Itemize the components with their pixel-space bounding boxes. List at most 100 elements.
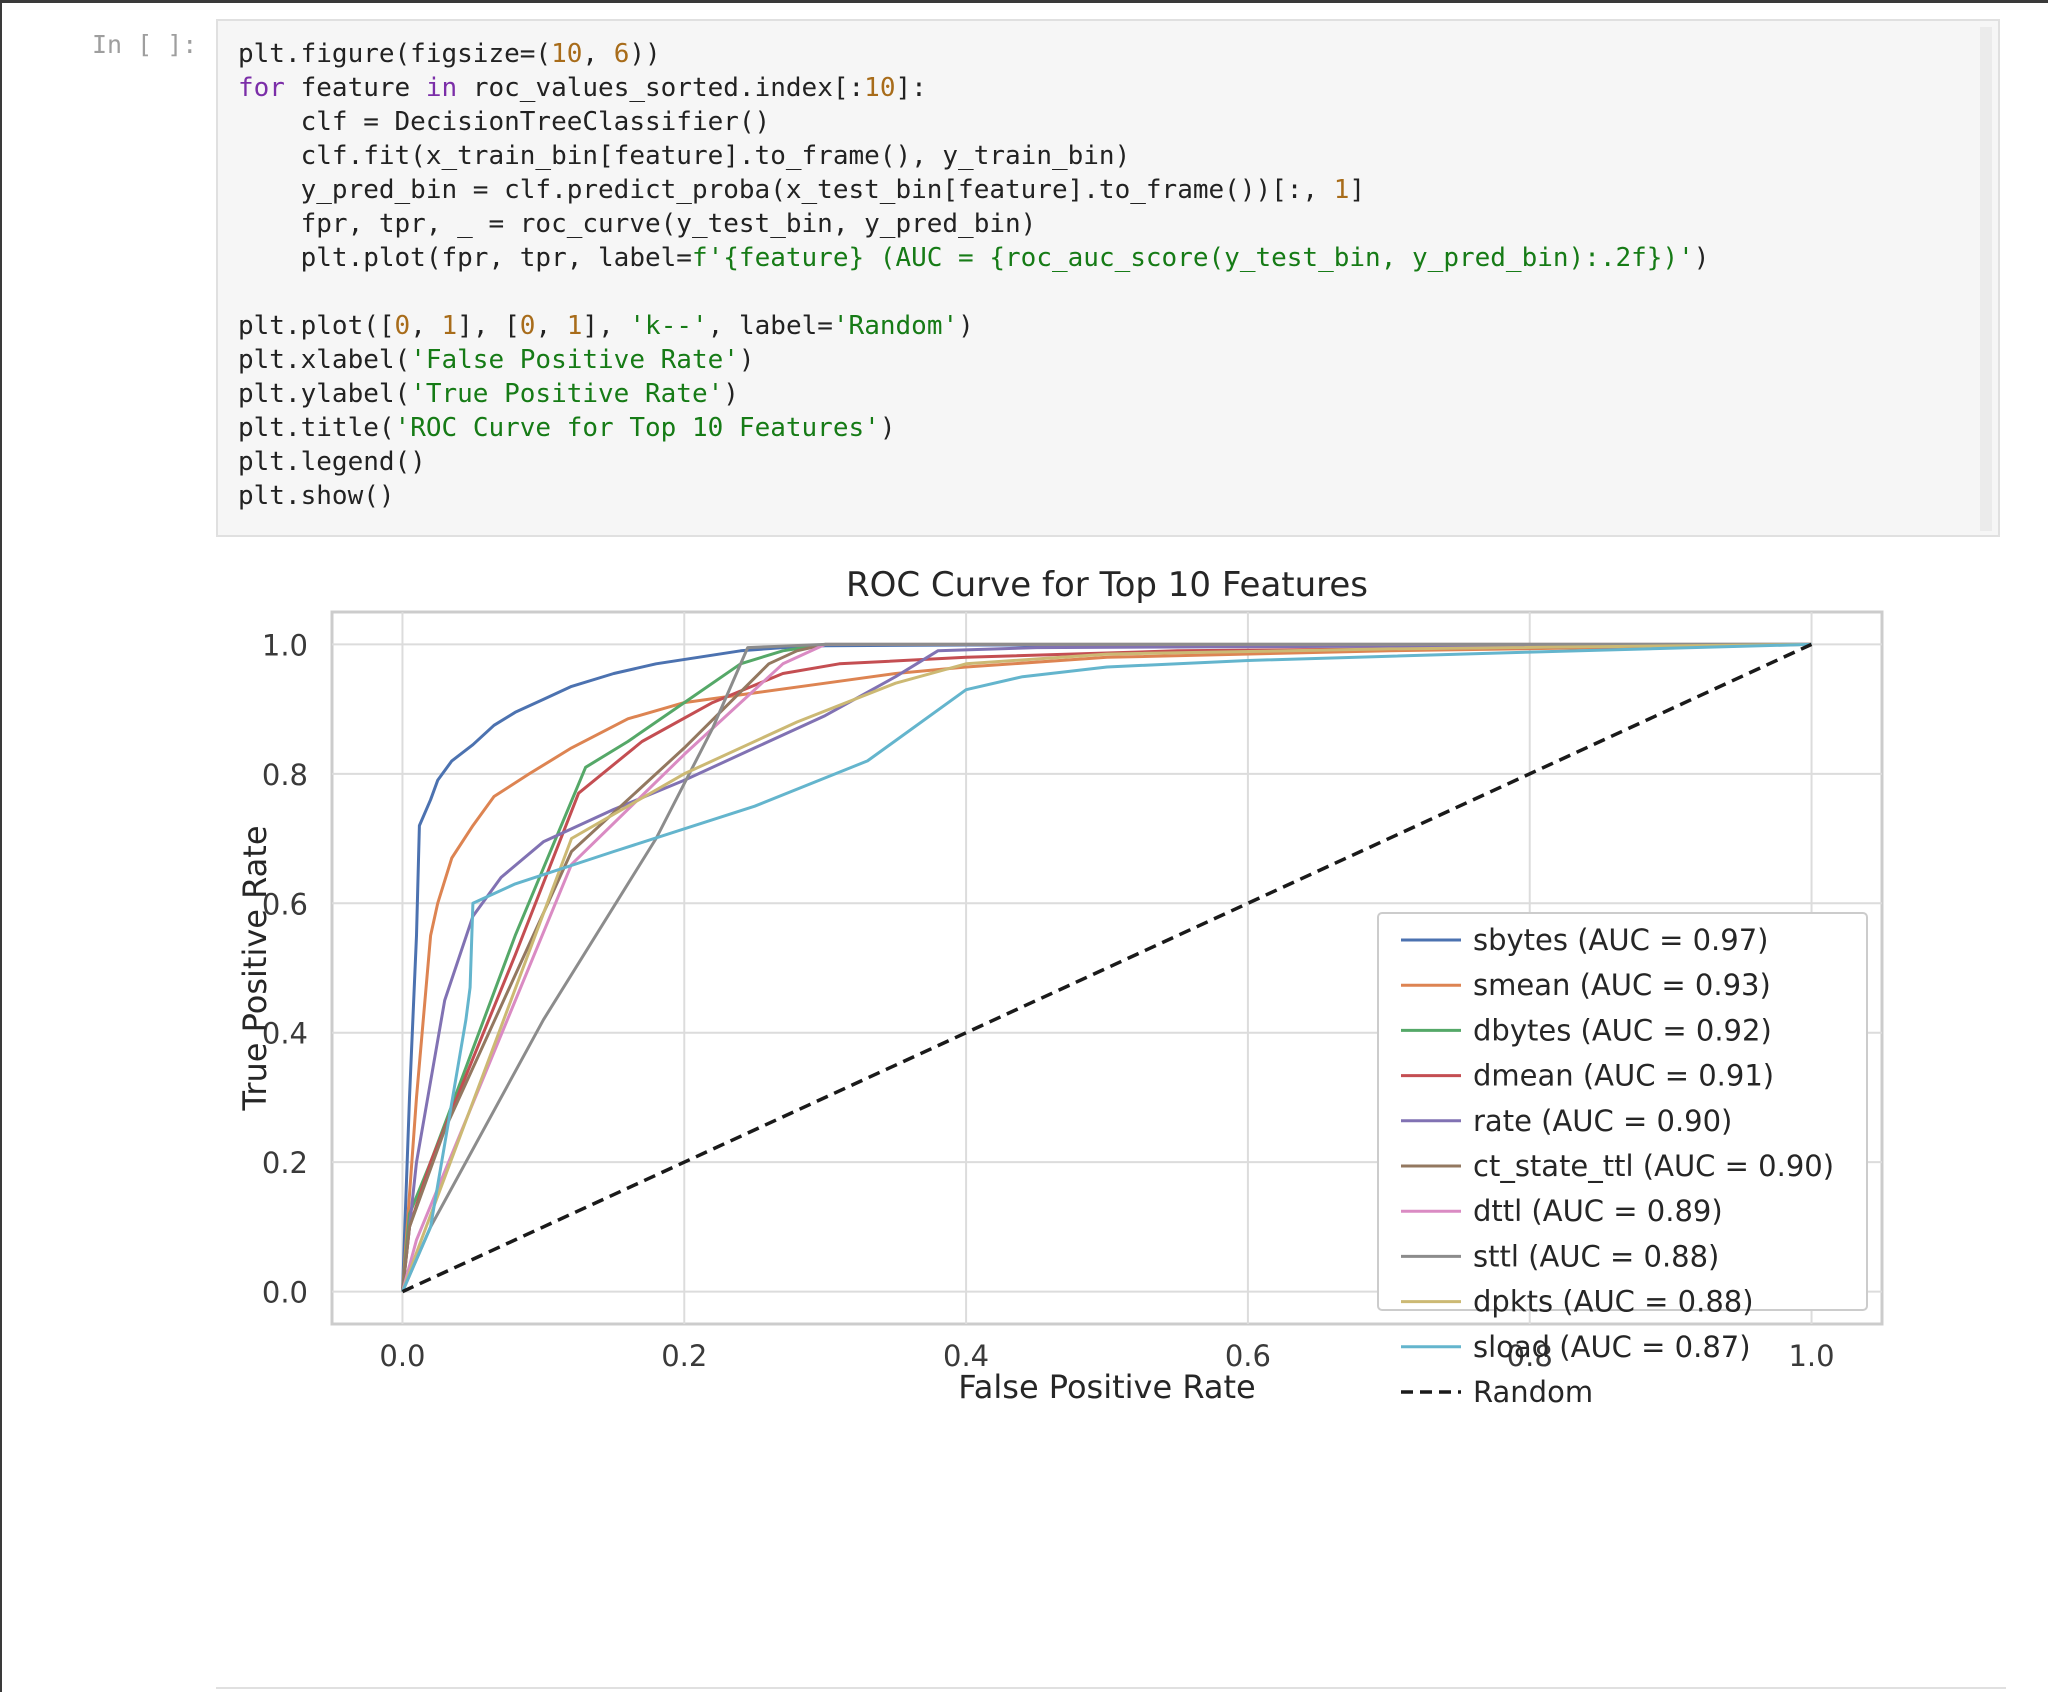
- code-line: clf = DecisionTreeClassifier(): [238, 105, 1709, 139]
- x-tick-labels: 0.0 0.2 0.4 0.6 0.8 1.0: [379, 1339, 1834, 1373]
- series-line: [401, 642, 1812, 1292]
- legend-items: sbytes (AUC = 0.97) smean (AUC = 0.93) dby…: [1401, 923, 1834, 1409]
- code-token: 1: [1333, 175, 1350, 205]
- series-line: [401, 642, 1812, 1293]
- x-tick-label: 1.0: [1788, 1339, 1834, 1373]
- code-cell-scrollbar[interactable]: [1980, 27, 1992, 531]
- y-axis-label: True Positive Rate: [236, 825, 274, 1111]
- y-tick-label: 0.4: [262, 1017, 308, 1051]
- code-token: 0: [519, 311, 536, 341]
- code-token: 'False Positive Rate': [410, 345, 739, 375]
- code-token: ): [1693, 243, 1710, 273]
- code-editor[interactable]: plt.figure(figsize=(10, 6)) for feature i…: [238, 37, 1709, 513]
- code-token: 1: [566, 311, 583, 341]
- code-line: plt.plot(fpr, tpr, label=f'{feature} (AU…: [238, 241, 1710, 275]
- code-token: ,: [582, 39, 614, 69]
- code-line: plt.title('ROC Curve for Top 10 Features…: [238, 411, 1709, 445]
- legend-label: Random: [1473, 1375, 1593, 1409]
- series-lines: [401, 642, 1813, 1294]
- window-top-border: [0, 0, 2048, 3]
- code-token: ]:: [895, 73, 927, 103]
- legend-label: sbytes (AUC = 0.97): [1473, 923, 1768, 957]
- x-tick-label: 0.0: [379, 1339, 425, 1373]
- series-line: [401, 642, 1813, 1294]
- code-token: plt.legend(): [238, 447, 426, 477]
- code-token: ): [879, 413, 896, 443]
- code-token: clf = DecisionTreeClassifier(): [238, 107, 771, 137]
- y-tick-label: 0.2: [262, 1146, 308, 1180]
- x-tick-label: 0.2: [661, 1339, 707, 1373]
- code-token: 0: [394, 311, 411, 341]
- code-token: for: [238, 73, 285, 103]
- code-token: ): [958, 311, 974, 341]
- legend-label: sload (AUC = 0.87): [1473, 1330, 1751, 1364]
- code-token: f'{feature} (AUC = {roc_auc_score(y_test…: [691, 243, 1694, 273]
- code-line: for feature in roc_values_sorted.index[:…: [238, 71, 1709, 105]
- code-token: 1: [441, 311, 458, 341]
- code-line: plt.figure(figsize=(10, 6)): [238, 37, 1709, 71]
- code-token: plt.xlabel(: [238, 345, 411, 375]
- code-cell-input[interactable]: plt.figure(figsize=(10, 6)) for feature i…: [216, 19, 2000, 537]
- code-line: plt.legend(): [238, 445, 1709, 479]
- code-line: plt.plot([0, 1], [0, 1], 'k--', label='R…: [238, 309, 1709, 343]
- cell-output: ROC Curve for Top 10 Features 0.0 0.2 0.4 0…: [216, 548, 1916, 1658]
- code-token: 'True Positive Rate': [410, 379, 724, 409]
- legend-label: rate (AUC = 0.90): [1473, 1104, 1732, 1138]
- legend-label: dbytes (AUC = 0.92): [1473, 1013, 1772, 1047]
- code-token: in: [425, 73, 458, 103]
- code-token: 10: [864, 73, 896, 103]
- legend-label: ct_state_ttl (AUC = 0.90): [1473, 1149, 1834, 1183]
- series-line: [401, 642, 1812, 1292]
- code-token: ],: [582, 311, 630, 341]
- code-token: )): [629, 39, 661, 69]
- code-token: y_pred_bin = clf.predict_proba(x_test_bi…: [238, 175, 1334, 205]
- chart-title: ROC Curve for Top 10 Features: [846, 565, 1368, 605]
- legend-label: dttl (AUC = 0.89): [1473, 1194, 1723, 1228]
- code-token: , label=: [707, 311, 833, 341]
- legend: sbytes (AUC = 0.97) smean (AUC = 0.93) dby…: [1377, 912, 1868, 1409]
- legend-frame: [1377, 912, 1868, 1311]
- series-line: [401, 642, 1812, 1292]
- code-token: plt.ylabel(: [238, 379, 411, 409]
- code-token: roc_values_sorted.index[:: [457, 73, 865, 103]
- code-token: 'ROC Curve for Top 10 Features': [394, 413, 880, 443]
- code-line: [238, 275, 1709, 309]
- code-token: fpr, tpr, _ = roc_curve(y_test_bin, y_pr…: [238, 209, 1037, 239]
- code-line: y_pred_bin = clf.predict_proba(x_test_bi…: [238, 173, 1709, 207]
- code-line: plt.xlabel('False Positive Rate'): [238, 343, 1709, 377]
- code-token: 10: [551, 39, 583, 69]
- code-token: ,: [535, 311, 567, 341]
- code-token: ,: [410, 311, 442, 341]
- x-tick-label: 0.6: [1225, 1339, 1271, 1373]
- code-token: ): [723, 379, 739, 409]
- legend-label: smean (AUC = 0.93): [1473, 968, 1771, 1002]
- code-line: plt.ylabel('True Positive Rate'): [238, 377, 1709, 411]
- code-token: plt.plot([: [238, 311, 395, 341]
- y-tick-label: 0.8: [262, 758, 308, 792]
- legend-label: sttl (AUC = 0.88): [1473, 1239, 1719, 1273]
- code-token: plt.show(): [238, 481, 395, 511]
- x-tick-label: 0.4: [943, 1339, 989, 1373]
- series-line: [401, 642, 1812, 1293]
- code-token: ], [: [457, 311, 520, 341]
- y-tick-labels: 0.0 0.2 0.4 0.6 0.8 1.0: [262, 628, 308, 1309]
- code-token: plt.plot(fpr, tpr, label=: [238, 243, 692, 273]
- code-line: plt.show(): [238, 479, 1709, 513]
- x-axis-label: False Positive Rate: [958, 1368, 1255, 1406]
- cell-prompt: In [ ]:: [92, 30, 198, 59]
- code-line: fpr, tpr, _ = roc_curve(y_test_bin, y_pr…: [238, 207, 1709, 241]
- code-token: 6: [613, 39, 630, 69]
- y-tick-label: 0.0: [262, 1276, 308, 1310]
- y-tick-label: 1.0: [262, 628, 308, 662]
- series-line: [401, 642, 1812, 1292]
- code-token: ]: [1349, 175, 1366, 205]
- code-token: clf.fit(x_train_bin[feature].to_frame(),…: [238, 141, 1131, 171]
- code-token: feature: [284, 73, 426, 103]
- code-token: plt.title(: [238, 413, 395, 443]
- roc-chart: ROC Curve for Top 10 Features 0.0 0.2 0.4 0…: [236, 565, 1884, 1409]
- legend-label: dmean (AUC = 0.91): [1473, 1059, 1774, 1093]
- code-line: clf.fit(x_train_bin[feature].to_frame(),…: [238, 139, 1709, 173]
- window-left-border: [0, 0, 2, 1692]
- code-token: 'Random': [832, 311, 959, 341]
- series-line: [401, 642, 1812, 1293]
